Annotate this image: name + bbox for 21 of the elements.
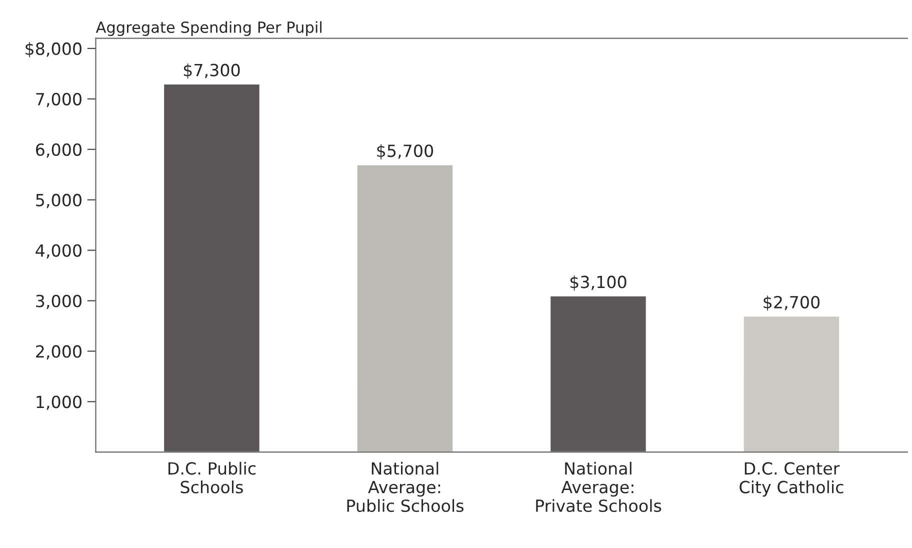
y-tick-label: 6,000: [36, 143, 82, 158]
data-label: $2,700: [764, 296, 820, 311]
x-tick-label: National Average: Private Schools: [536, 462, 662, 512]
bar: [742, 315, 840, 452]
bar: [356, 164, 454, 452]
data-label: $3,100: [570, 275, 626, 291]
data-label: $5,700: [377, 144, 434, 160]
bar: [549, 294, 648, 452]
data-label: $7,300: [184, 63, 240, 79]
y-tick-label: $8,000: [26, 42, 82, 58]
y-tick-label: 7,000: [36, 92, 82, 108]
bar: [162, 83, 261, 452]
y-tick-label: 1,000: [36, 396, 82, 410]
y-tick-label: 5,000: [36, 194, 82, 208]
y-tick-label: 3,000: [36, 294, 82, 309]
x-tick-label: D.C. Center City Catholic: [740, 462, 844, 497]
chart-title: Aggregate Spending Per Pupil: [96, 21, 322, 36]
y-tick-label: 2,000: [36, 345, 82, 360]
x-tick-label: D.C. Public Schools: [168, 462, 256, 494]
x-tick-label: National Average: Public Schools: [347, 462, 464, 512]
y-tick-label: 4,000: [36, 244, 82, 259]
